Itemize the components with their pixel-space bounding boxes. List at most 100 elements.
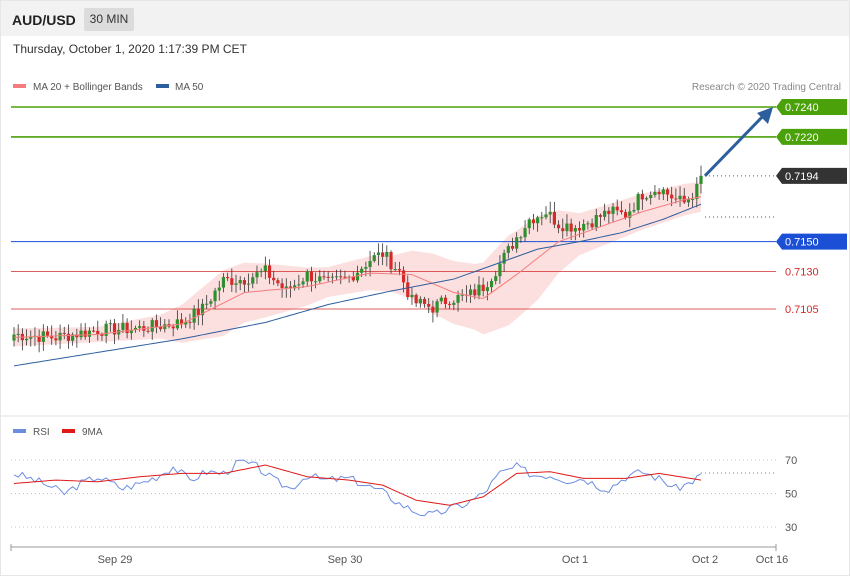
resistance-tag (776, 99, 847, 115)
pivot-label: 0.7150 (785, 237, 819, 249)
candle (644, 198, 649, 200)
legend-label: MA 50 (175, 82, 204, 93)
candle (678, 195, 682, 200)
candle (226, 277, 230, 279)
forecast-arrow-head (757, 107, 773, 124)
candle (494, 276, 498, 281)
candle (691, 198, 695, 200)
legend: MA 20 + Bollinger Bands MA 50 Research © 2… (13, 82, 841, 93)
candle (536, 217, 540, 224)
candle (154, 320, 159, 327)
candle (615, 206, 619, 211)
legend-swatch (13, 429, 26, 433)
resistance-label: 0.7220 (785, 132, 819, 144)
candle (16, 333, 20, 335)
candle (301, 281, 305, 285)
ma20-line (13, 196, 702, 338)
rsi-tick-label: 50 (785, 489, 797, 501)
candle (330, 276, 334, 278)
candle (661, 189, 665, 195)
candle (305, 271, 309, 282)
candle (334, 276, 339, 278)
candle (452, 302, 456, 305)
candle (632, 209, 636, 212)
x-tick-label: Sep 30 (328, 554, 363, 566)
candle (104, 323, 108, 336)
candle (209, 301, 213, 304)
candle (272, 277, 276, 281)
candle (381, 252, 385, 257)
candle (91, 330, 96, 332)
candle (125, 322, 129, 334)
bollinger-band (14, 181, 701, 347)
candle (238, 280, 242, 284)
candle (414, 294, 418, 304)
resistance-tag (776, 128, 847, 145)
candle (163, 324, 167, 330)
candle (653, 191, 657, 196)
candle (397, 268, 401, 271)
candle (217, 287, 221, 291)
candle (674, 198, 678, 200)
candle (112, 323, 117, 335)
candle (196, 308, 200, 316)
rsi-ma9-line (13, 464, 702, 506)
timeframe-button[interactable]: 30 MIN (84, 8, 134, 31)
candle (489, 280, 494, 288)
candle (234, 283, 238, 285)
candle (121, 322, 125, 330)
candle (477, 284, 481, 296)
candle (418, 298, 422, 304)
candle (314, 281, 318, 283)
candle (284, 286, 288, 288)
legend-swatch (62, 429, 75, 433)
candle (255, 272, 259, 278)
candle (573, 228, 577, 232)
candle (175, 319, 179, 329)
candle (24, 338, 29, 341)
candle (267, 265, 272, 278)
candle (322, 276, 326, 278)
candle (355, 272, 360, 281)
candle (87, 330, 92, 337)
candle (66, 333, 71, 341)
candle (96, 330, 100, 335)
candle (603, 210, 607, 217)
candle (665, 189, 670, 195)
candle (184, 321, 188, 325)
candle (29, 336, 33, 339)
candle (640, 193, 644, 200)
candle (368, 261, 372, 268)
candle (71, 334, 75, 341)
candle (326, 276, 330, 278)
candle (515, 237, 519, 249)
candle (280, 283, 284, 288)
candle (364, 267, 368, 269)
ma50-line (13, 203, 702, 367)
candle (598, 215, 603, 217)
candle (448, 303, 452, 305)
candle (129, 329, 133, 334)
candle (192, 308, 196, 323)
legend-swatch (13, 84, 26, 88)
candle (611, 206, 615, 214)
pivot-tag (776, 233, 847, 250)
candle (318, 276, 322, 282)
candle (58, 332, 62, 341)
candle (339, 276, 343, 278)
candle (45, 331, 50, 336)
rsi-tick-label: 70 (785, 455, 797, 467)
candle (460, 294, 464, 296)
candle (582, 224, 586, 231)
candle (527, 219, 531, 229)
candle (481, 284, 485, 292)
candle (83, 330, 87, 337)
level-lines (11, 106, 776, 310)
legend-label: MA 20 + Bollinger Bands (33, 82, 143, 93)
candle (427, 303, 431, 307)
candle (473, 289, 477, 296)
resistance-label: 0.7240 (785, 102, 819, 114)
candle (138, 326, 142, 328)
candle (619, 210, 624, 213)
candle (242, 280, 246, 285)
